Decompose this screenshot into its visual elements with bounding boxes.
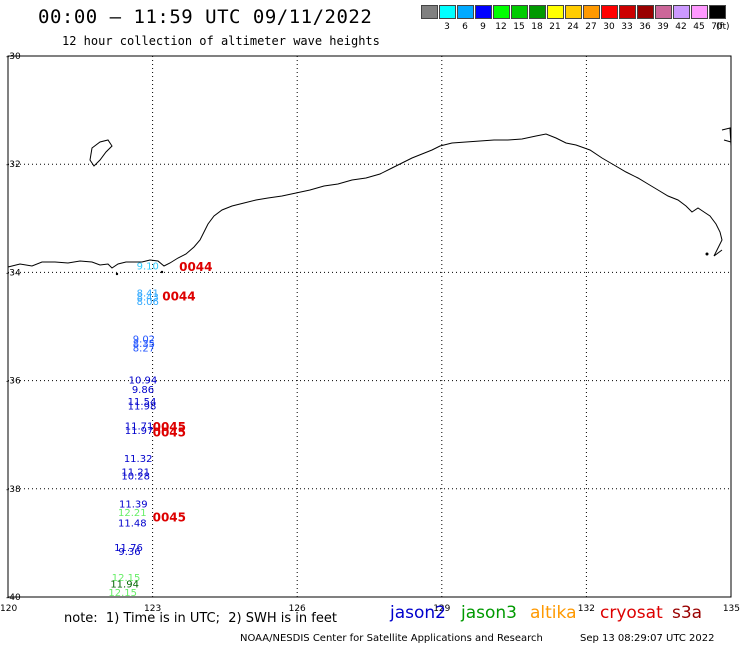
scale-swatch [565,5,582,19]
scale-swatch [439,5,456,19]
wave-height-label: 11.48 [118,519,147,530]
scale-label: 9 [480,22,486,32]
scale-label: 42 [675,22,687,32]
scale-swatch [493,5,510,19]
lat-tick-label: -36 [6,377,21,387]
lon-tick-label: 129 [433,604,450,614]
wave-height-label: 8.27 [133,343,155,354]
scale-label: 24 [567,22,579,32]
scale-label: 21 [549,22,561,32]
wave-height-label: 11.32 [124,454,153,465]
wave-height-label: 12.21 [118,508,147,519]
scale-label: 39 [657,22,669,32]
wave-height-label: 11.39 [119,500,148,511]
wave-height-observations: 9.108.418.438.069.028.358.2710.949.8611.… [108,260,212,599]
scale-label: 27 [585,22,597,32]
peninsula-coastline [721,127,732,147]
scale-label: 70 [711,22,723,32]
legend-jason2: jason2 [390,603,446,623]
islet [160,270,164,274]
lon-tick-label: 132 [578,604,595,614]
wave-height-label: 12.15 [112,573,141,584]
scale-swatch [529,5,546,19]
wave-height-label: 9.02 [133,335,155,346]
wave-height-label: 11.21 [121,467,150,478]
legend-cryosat: cryosat [600,603,663,623]
wave-height-label: 11.54 [128,397,157,408]
wave-height-label: 11.97 [125,426,154,437]
scale-label: 15 [513,22,525,32]
scale-label: 18 [531,22,543,32]
legend-altika: altika [530,603,577,623]
pass-time-label: 0045 [153,425,186,439]
scale-swatch [619,5,636,19]
island-coastline [89,139,113,167]
wave-height-label: 10.28 [121,472,150,483]
page-subtitle: 12 hour collection of altimeter wave hei… [62,34,380,48]
scale-swatch [691,5,708,19]
map-frame [7,55,732,598]
scale-swatch [601,5,618,19]
scale-label: 30 [603,22,615,32]
scale-label: 33 [621,22,633,32]
wave-height-label: 11.76 [114,543,143,554]
lon-tick-label: 126 [289,604,306,614]
scale-swatch [421,5,438,19]
wave-height-label: 9.86 [132,385,154,396]
scale-label: 3 [444,22,450,32]
pass-time-label: 0045 [153,420,186,434]
scale-swatch [511,5,528,19]
pass-time-label: 0044 [162,290,195,304]
lat-lon-grid [7,55,732,598]
scale-swatch [547,5,564,19]
lon-tick-label: 123 [144,604,161,614]
scale-unit-label: (ft) [716,22,730,32]
scale-label: 12 [495,22,507,32]
islet [115,272,119,276]
coastline [7,127,732,276]
wave-height-label: 8.35 [133,339,155,350]
wave-height-label: 9.36 [118,547,140,558]
scale-label: 6 [462,22,468,32]
lat-tick-label: -40 [6,593,21,603]
mainland-coastline [7,133,723,269]
wave-height-label: 8.41 [137,289,159,300]
pass-time-label: 0045 [153,510,186,524]
legend-s3a: s3a [672,603,703,623]
lat-tick-label: -38 [6,485,21,495]
wave-height-label: 8.06 [137,297,159,308]
wave-height-label: 8.43 [137,293,159,304]
scale-swatch [457,5,474,19]
scale-swatch [637,5,654,19]
wave-height-label: 12.15 [108,588,137,599]
scale-swatch [709,5,726,19]
legend-jason3: jason3 [461,603,517,623]
wave-height-label: 11.71 [125,421,154,432]
scale-label: 45 [693,22,705,32]
lat-tick-label: -34 [6,268,21,278]
wave-height-label: 11.98 [128,401,157,412]
lon-tick-label: 120 [0,604,17,614]
scale-swatch [673,5,690,19]
pass-time-label: 0044 [179,260,212,274]
lat-tick-label: -30 [6,52,21,62]
wave-height-label: 10.94 [129,375,158,386]
scale-swatch [475,5,492,19]
footer-credit: NOAA/NESDIS Center for Satellite Applica… [240,633,543,644]
footer-note: note: 1) Time is in UTC; 2) SWH is in fe… [64,611,337,626]
page-title: 00:00 – 11:59 UTC 09/11/2022 [38,6,373,28]
scale-label: 36 [639,22,651,32]
islet [705,252,709,256]
scale-swatch [655,5,672,19]
lat-tick-label: -32 [6,160,21,170]
wave-height-label: 11.94 [110,579,139,590]
scale-swatch [583,5,600,19]
wave-height-label: 9.10 [137,262,159,273]
footer-timestamp: Sep 13 08:29:07 UTC 2022 [580,633,715,644]
lon-tick-label: 135 [723,604,740,614]
